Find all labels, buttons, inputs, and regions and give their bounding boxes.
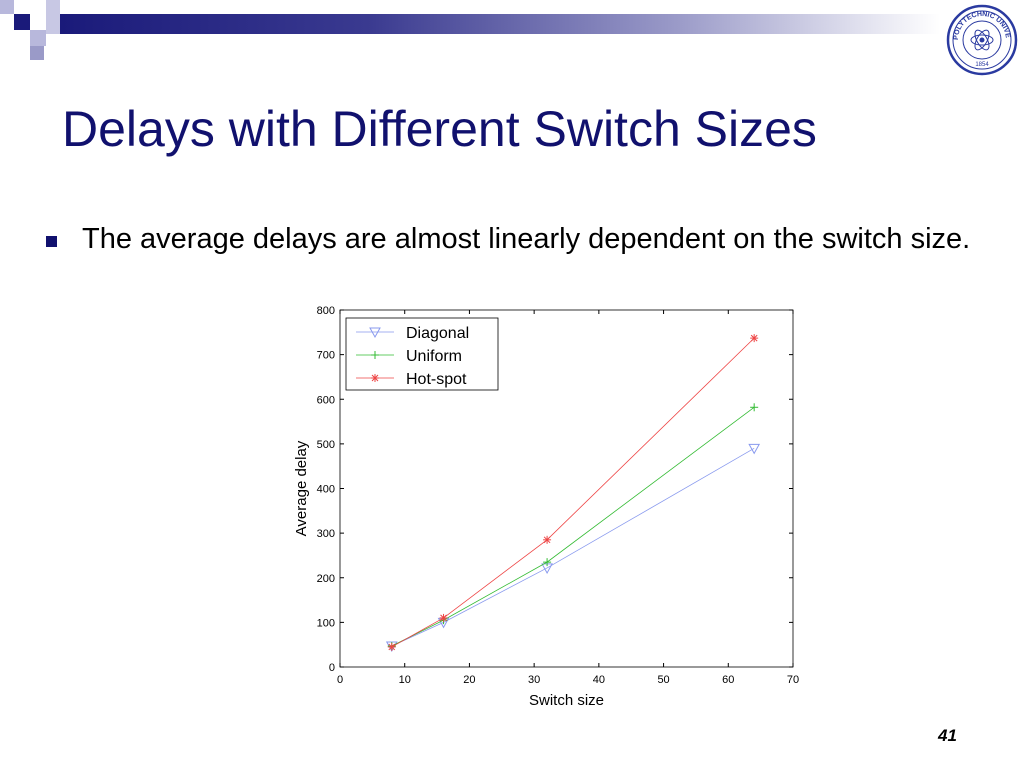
chart-axes: 0 10 20 30 40 50 60 700100200300400500600700800…: [293, 305, 799, 709]
seal-year: 1854: [975, 62, 989, 68]
data-point-uniform: [543, 558, 552, 567]
university-seal-logo: POLYTECHNIC UNIVERSITY 1854: [946, 4, 1018, 76]
header-square: [14, 14, 30, 30]
legend-marker: [371, 351, 379, 359]
y-axis-label: Average delay: [293, 440, 310, 536]
data-point-diagonal: [748, 443, 761, 455]
x-tick-label: 10: [399, 674, 411, 686]
y-tick-label: 700: [317, 350, 335, 362]
data-point-hot-spot: [387, 642, 396, 651]
header-square: [0, 0, 14, 14]
header-square: [46, 0, 60, 14]
x-tick-label: 50: [657, 674, 669, 686]
series-line-diagonal: [391, 447, 755, 647]
x-tick-label: 40: [593, 674, 605, 686]
series-line-hot-spot: [391, 337, 755, 648]
chart-legend: Diagonal Uniform Hot-spot: [345, 317, 499, 391]
legend-marker: [369, 327, 381, 339]
legend-marker: [371, 374, 379, 382]
delay-chart: 0 10 20 30 40 50 60 700100200300400500600700800…: [293, 305, 799, 709]
x-tick-label: 60: [722, 674, 734, 686]
y-tick-label: 800: [317, 305, 335, 317]
y-tick-label: 500: [317, 439, 335, 451]
x-tick-label: 30: [528, 674, 540, 686]
bullet-square-icon: [46, 236, 57, 247]
legend-label: Hot-spot: [406, 371, 467, 388]
x-axis-label: Switch size: [529, 692, 604, 709]
y-tick-label: 0: [329, 662, 335, 674]
data-point-uniform: [750, 403, 759, 412]
header-gradient-bar: [60, 14, 940, 34]
data-point-hot-spot: [543, 535, 552, 544]
header-square: [30, 30, 46, 46]
x-tick-label: 0: [337, 674, 343, 686]
y-tick-label: 300: [317, 528, 335, 540]
data-point-hot-spot: [439, 613, 448, 622]
y-tick-label: 400: [317, 484, 335, 496]
data-point-hot-spot: [750, 334, 759, 343]
series-line-uniform: [391, 406, 755, 647]
page-number: 41: [938, 726, 957, 745]
header-square: [30, 46, 44, 60]
legend-label: Uniform: [406, 348, 462, 365]
chart-series: [385, 334, 761, 653]
slide-title: Delays with Different Switch Sizes: [62, 101, 817, 157]
x-tick-label: 20: [463, 674, 475, 686]
bullet-text: The average delays are almost linearly d…: [82, 223, 971, 255]
x-tick-label: 70: [787, 674, 799, 686]
y-tick-label: 600: [317, 394, 335, 406]
y-tick-label: 100: [317, 617, 335, 629]
legend-label: Diagonal: [406, 325, 469, 342]
header-square: [46, 14, 60, 34]
y-tick-label: 200: [317, 573, 335, 585]
